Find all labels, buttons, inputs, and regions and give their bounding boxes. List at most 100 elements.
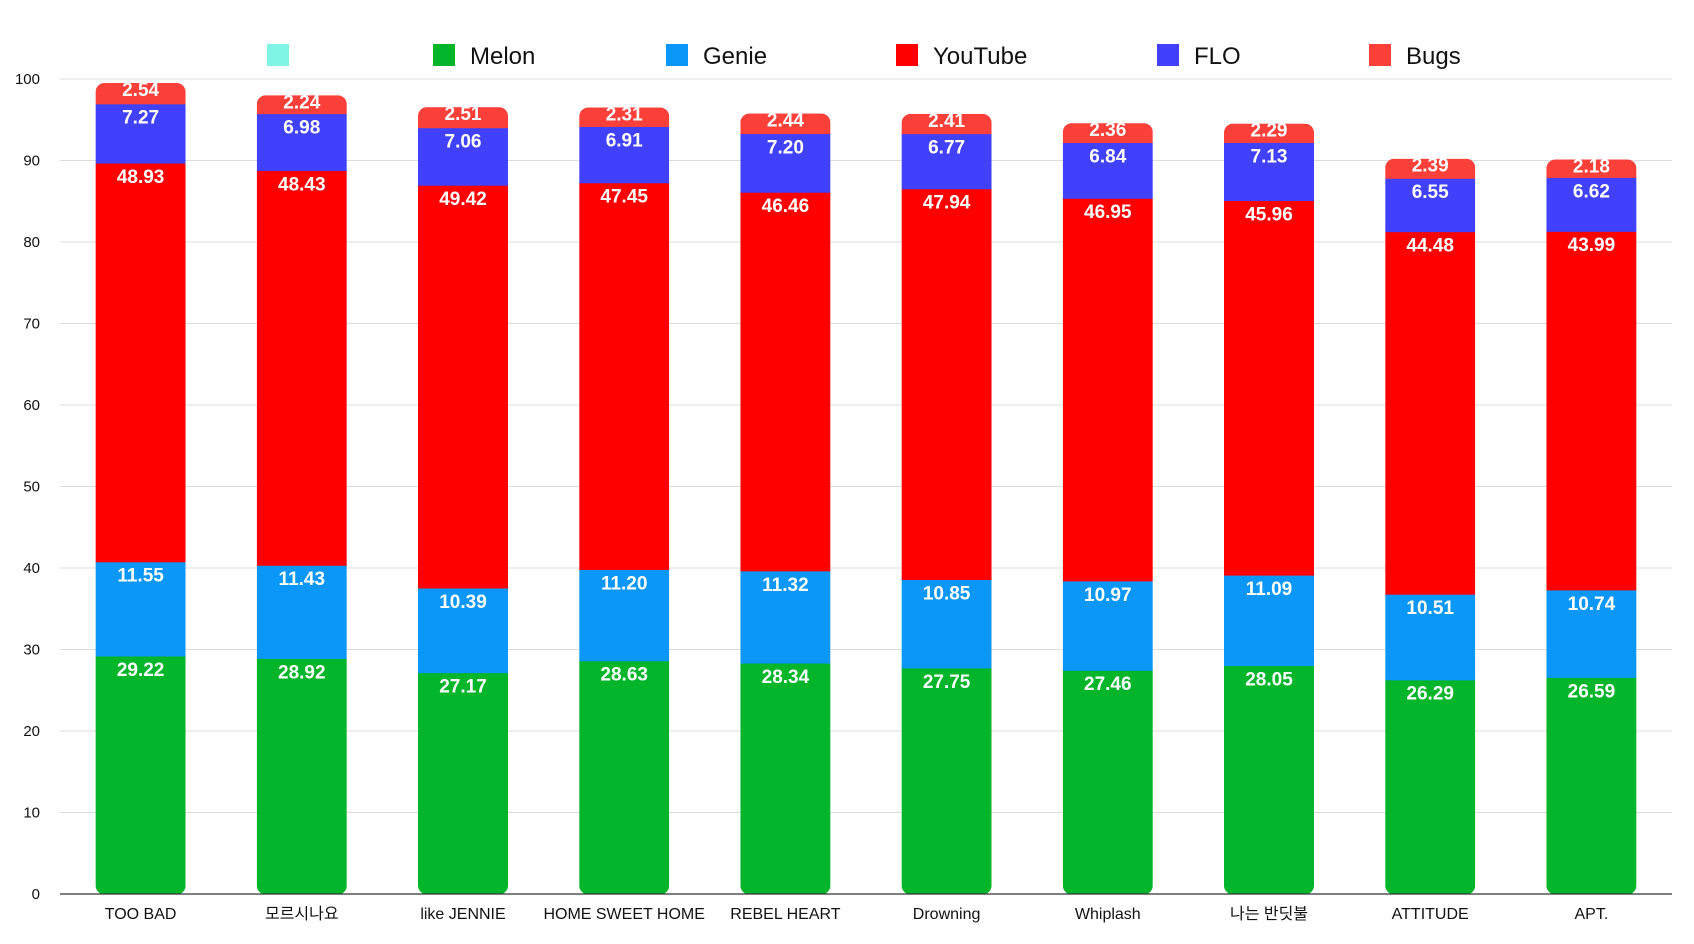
data-label: 6.84 (1089, 146, 1126, 167)
bar-segment-youtube (901, 188, 992, 581)
data-label: 7.06 (445, 132, 482, 153)
data-label: 46.46 (762, 196, 810, 217)
data-label: 2.54 (122, 80, 159, 101)
legend-swatch-flo (1157, 44, 1179, 66)
data-label: 45.96 (1245, 204, 1293, 225)
bar-segment-genie (1224, 575, 1314, 666)
bar-segment-genie (95, 561, 186, 657)
x-tick-label: Drowning (913, 906, 981, 923)
bar-segment-melon (1062, 670, 1153, 895)
bar-segment-genie (1062, 580, 1153, 671)
data-label: 27.17 (439, 677, 487, 698)
data-label: 10.39 (439, 592, 487, 613)
x-tick-label: REBEL HEART (730, 906, 840, 923)
data-label: 6.62 (1573, 181, 1610, 202)
bar-segment-flo (901, 133, 992, 190)
data-label: 46.95 (1084, 202, 1132, 223)
legend-swatch-bugs (1369, 44, 1391, 66)
bar-segment-flo (1546, 177, 1637, 232)
data-label: 7.20 (767, 137, 804, 158)
bar-segment-melon (418, 672, 508, 895)
x-tick-label: 모르시나요 (265, 905, 339, 923)
bar-segment-bugs (901, 113, 992, 135)
data-label: 47.94 (923, 193, 971, 214)
x-tick-label: ATTITUDE (1392, 906, 1469, 923)
x-tick-label: HOME SWEET HOME (543, 906, 705, 923)
bar-segment-youtube (579, 182, 670, 570)
data-label: 27.75 (923, 672, 971, 693)
bar-segment-flo (1385, 178, 1476, 233)
data-label: 48.43 (278, 174, 326, 195)
bar-segment-youtube (418, 185, 508, 589)
bar-stack (901, 113, 992, 895)
bar-segment-genie (1385, 594, 1476, 681)
data-label: 10.74 (1568, 594, 1616, 615)
bar-stack (579, 107, 670, 895)
data-label: 2.44 (767, 111, 804, 132)
bar-stack (1546, 159, 1637, 895)
data-label: 28.34 (762, 667, 810, 688)
bar-segment-melon (901, 667, 992, 895)
data-label: 2.18 (1573, 157, 1610, 178)
bars: 29.22 11.55 48.93 7.27 2.54 28.92 11.43 48.43 6.… (95, 80, 1637, 895)
legend-swatch-youtube (896, 44, 918, 66)
bar-segment-flo (1062, 142, 1153, 199)
bar-segment-flo (579, 126, 670, 184)
data-label: 48.93 (117, 167, 165, 188)
bar-stack (1385, 158, 1476, 895)
bar-stack (95, 82, 186, 895)
bar-stack (740, 113, 831, 895)
data-label: 49.42 (439, 189, 487, 210)
y-tick-label: 50 (23, 479, 40, 496)
bar-segment-flo (418, 127, 508, 186)
data-label: 6.55 (1412, 182, 1449, 203)
bar-stack (256, 95, 347, 895)
y-tick-label: 40 (23, 560, 40, 577)
y-axis-ticks: 0 10 20 30 40 50 60 70 80 90 100 (15, 71, 40, 903)
legend: Melon Genie YouTube FLO Bugs (267, 43, 1461, 70)
x-tick-label: APT. (1575, 906, 1609, 923)
bar-segment-melon (1385, 679, 1476, 895)
data-label: 10.97 (1084, 585, 1132, 606)
bar-segment-genie (740, 570, 831, 664)
bar-stack (1062, 123, 1153, 895)
bar-segment-bugs (1546, 159, 1637, 178)
data-label: 10.51 (1406, 598, 1454, 619)
y-tick-label: 60 (23, 397, 40, 414)
bar-segment-genie (1546, 589, 1637, 678)
x-axis-labels: TOO BAD 모르시나요 like JENNIE HOME SWEET HOME RE… (105, 905, 1609, 923)
bar-segment-flo (95, 103, 186, 164)
bar-segment-bugs (1224, 123, 1314, 143)
data-label: 11.32 (762, 575, 809, 596)
data-label: 27.46 (1084, 674, 1132, 695)
bar-segment-flo (256, 113, 347, 172)
data-label: 28.92 (278, 662, 326, 683)
data-label: 2.51 (445, 104, 482, 125)
data-label: 6.77 (928, 138, 965, 159)
bar-segment-youtube (256, 170, 347, 566)
bar-segment-bugs (1385, 158, 1476, 179)
bar-segment-youtube (740, 192, 831, 572)
y-tick-label: 70 (23, 316, 40, 333)
data-label: 28.05 (1245, 669, 1293, 690)
bar-segment-bugs (256, 95, 347, 115)
bar-segment-bugs (740, 113, 831, 135)
bar-segment-flo (740, 133, 831, 193)
y-tick-label: 80 (23, 234, 40, 251)
x-tick-label: like JENNIE (420, 906, 505, 923)
bar-segment-genie (901, 579, 992, 669)
y-tick-label: 20 (23, 723, 40, 740)
data-label: 29.22 (117, 660, 165, 681)
y-tick-label: 0 (32, 886, 40, 903)
data-label: 2.24 (283, 92, 320, 113)
bar-segment-genie (418, 587, 508, 674)
data-label: 26.29 (1406, 684, 1454, 705)
y-tick-label: 30 (23, 642, 40, 659)
data-label: 11.20 (601, 573, 648, 594)
data-label: 7.27 (122, 108, 159, 129)
legend-label: FLO (1194, 43, 1241, 70)
bar-segment-bugs (1062, 123, 1153, 144)
bar-segment-youtube (95, 162, 186, 563)
bar-segment-genie (256, 565, 347, 659)
